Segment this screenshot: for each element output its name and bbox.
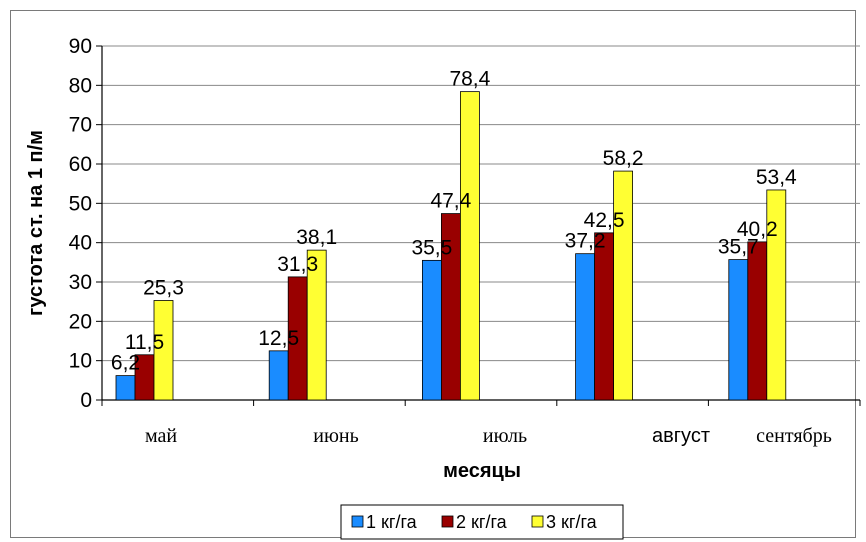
bar-1 <box>268 350 289 401</box>
legend-swatch-2 <box>441 515 454 528</box>
y-tick-label: 30 <box>69 271 92 294</box>
bar-3 <box>153 300 174 401</box>
bar-1 <box>728 259 749 401</box>
bar-1 <box>421 259 442 401</box>
data-label: 53,4 <box>756 166 797 189</box>
y-tick-label: 60 <box>69 153 92 176</box>
category-label: август <box>652 425 710 447</box>
category-label: сентябрь <box>756 425 832 447</box>
data-label: 35,5 <box>411 236 452 259</box>
data-label: 58,2 <box>603 147 644 170</box>
y-tick-label: 80 <box>69 74 92 97</box>
y-tick-label: 20 <box>69 310 92 333</box>
bar-1 <box>575 253 595 401</box>
legend-label: 2 кг/га <box>456 512 508 532</box>
legend-swatch-3 <box>531 515 544 528</box>
data-label: 11,5 <box>125 331 164 354</box>
y-tick-label: 10 <box>69 350 92 373</box>
data-label: 37,2 <box>565 230 606 253</box>
bar-1 <box>115 375 136 401</box>
data-label: 25,3 <box>143 276 184 299</box>
data-label: 38,1 <box>296 226 337 249</box>
data-label: 40,2 <box>737 218 778 241</box>
legend-label: 3 кг/га <box>546 512 598 532</box>
data-label: 47,4 <box>430 190 471 213</box>
y-tick-label: 50 <box>69 192 92 215</box>
y-tick-label: 70 <box>69 114 92 137</box>
category-label: июль <box>483 425 527 447</box>
bar-3 <box>459 91 480 401</box>
x-axis-title: месяцы <box>443 460 521 482</box>
y-tick-label: 90 <box>69 35 92 58</box>
bar-3 <box>613 170 633 401</box>
data-label: 12,5 <box>258 327 299 350</box>
category-label: май <box>145 425 177 447</box>
y-tick-label: 0 <box>80 389 92 412</box>
bar-2 <box>594 232 614 401</box>
y-axis-title: густота ст. на 1 п/м <box>25 130 47 316</box>
legend-box <box>340 504 624 540</box>
data-label: 31,3 <box>277 253 318 276</box>
data-label: 35,7 <box>718 236 759 259</box>
bar-2 <box>747 241 768 401</box>
y-tick-label: 40 <box>69 232 92 255</box>
legend-swatch-1 <box>351 515 364 528</box>
data-label: 42,5 <box>584 209 625 232</box>
bar-3 <box>306 249 327 401</box>
data-label: 6,2 <box>111 352 140 375</box>
bar-3 <box>766 189 787 401</box>
data-label: 78,4 <box>449 68 490 91</box>
legend-label: 1 кг/га <box>366 512 418 532</box>
category-label: июнь <box>313 425 358 447</box>
